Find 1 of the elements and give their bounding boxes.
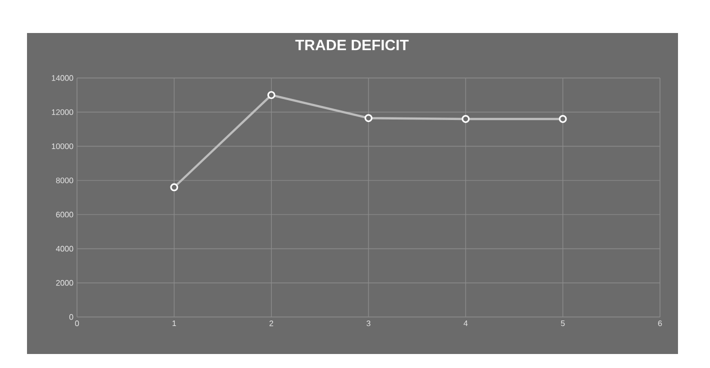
chart-title: TRADE DEFICIT: [295, 40, 409, 50]
